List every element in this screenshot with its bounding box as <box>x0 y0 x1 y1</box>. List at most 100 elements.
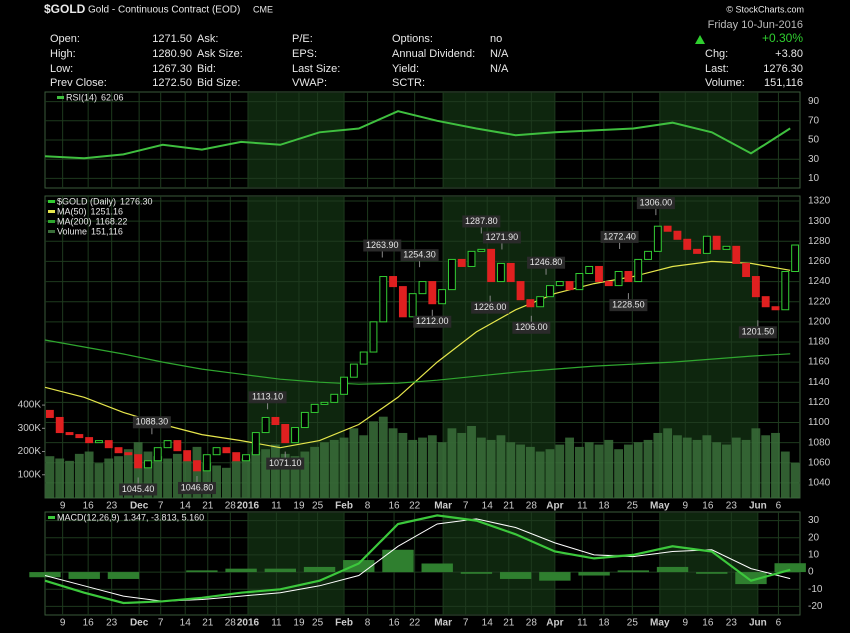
x-tick-label: 25 <box>627 618 639 629</box>
field-label: Open: <box>50 33 80 45</box>
volume-bar <box>722 444 731 498</box>
volume-tick-label: 100K <box>18 469 42 480</box>
legend-value: 1168.22 <box>96 216 128 226</box>
volume-bar <box>329 439 339 498</box>
candle <box>644 250 652 260</box>
histogram-bar <box>343 560 375 573</box>
candle <box>595 265 603 283</box>
volume-bar <box>172 453 182 498</box>
x-tick-label: 7 <box>463 501 469 512</box>
x-tick-label: 21 <box>202 618 214 629</box>
summary-label: Last: <box>705 63 729 75</box>
x-tick-label: 9 <box>60 501 66 512</box>
annotation-box <box>738 326 777 339</box>
x-tick-label: 21 <box>202 501 214 512</box>
candle <box>506 262 515 283</box>
legend-swatch <box>57 96 64 99</box>
volume-bar <box>84 451 94 498</box>
volume-bar <box>261 449 271 498</box>
legend-name: MACD(12,26,9) <box>57 512 120 522</box>
annotation-label: 1254.30 <box>403 250 436 260</box>
histogram-bar <box>499 572 532 579</box>
candle <box>330 393 339 403</box>
x-tick-label: 23 <box>106 618 118 629</box>
annotation-box <box>363 239 402 252</box>
volume-bar <box>663 428 673 498</box>
annotation-label: 1088.30 <box>136 417 169 427</box>
volume-bar <box>280 453 290 498</box>
volume-bar <box>369 421 378 498</box>
volume-bar <box>604 439 614 498</box>
y-tick-label: 1160 <box>808 357 830 368</box>
y-tick-label: 1200 <box>808 316 831 327</box>
candle <box>310 403 319 413</box>
x-tick-label: 16 <box>702 618 714 629</box>
field-label: SCTR: <box>392 77 425 89</box>
volume-bar <box>182 460 192 498</box>
x-tick-label: 14 <box>482 501 494 512</box>
x-tick-label: 19 <box>293 618 305 629</box>
annotation-box <box>177 482 216 495</box>
candle <box>222 447 231 454</box>
volume-bar <box>349 428 359 498</box>
field-value: 1271.50 <box>152 33 192 45</box>
volume-bar <box>74 453 84 498</box>
y-tick-label: 1180 <box>808 337 830 348</box>
candle <box>457 258 466 267</box>
field-label: Ask: <box>197 33 218 45</box>
candle <box>153 447 162 462</box>
x-tick-label: 14 <box>180 618 192 629</box>
x-tick-label: 22 <box>409 618 421 629</box>
field-value: 1267.30 <box>152 63 192 75</box>
date: Friday 10-Jun-2016 <box>708 19 803 31</box>
volume-bar <box>790 462 800 498</box>
legend-swatch <box>48 210 55 213</box>
candle <box>124 452 133 456</box>
candle <box>114 447 123 454</box>
volume-bar <box>555 444 565 498</box>
volume-bar <box>45 456 55 498</box>
candle <box>516 281 525 301</box>
legend-value: 62.06 <box>101 92 124 102</box>
y-tick-label: 90 <box>808 96 820 107</box>
volume-bar <box>143 451 153 498</box>
candle <box>585 265 594 275</box>
annotation-box <box>609 299 648 312</box>
volume-bar <box>408 439 418 498</box>
x-tick-label: 6 <box>776 501 782 512</box>
volume-bar <box>133 442 143 498</box>
x-tick-label: 16 <box>83 501 95 512</box>
annotation-label: 1271.90 <box>486 232 519 242</box>
histogram-bar <box>774 563 806 573</box>
x-tick-label: 19 <box>293 501 305 512</box>
annotation-label: 1113.10 <box>252 392 283 402</box>
candle <box>663 225 672 232</box>
annotation-box <box>527 256 566 269</box>
candle <box>761 296 770 308</box>
annotation-label: 1212.00 <box>416 316 449 326</box>
candle <box>487 248 496 283</box>
candle <box>134 454 143 469</box>
volume-bar <box>594 444 604 498</box>
candle <box>467 250 476 267</box>
candle <box>722 245 731 250</box>
field-value: 1280.90 <box>152 48 192 60</box>
volume-bar <box>202 463 212 498</box>
volume-bar <box>163 458 172 498</box>
annotation-label: 1046.80 <box>181 482 214 492</box>
histogram-bar <box>578 572 610 576</box>
histogram-bar <box>539 572 571 581</box>
x-tick-label: 11 <box>577 501 588 512</box>
volume-bar <box>339 437 349 498</box>
candle <box>75 434 84 439</box>
volume-bar <box>221 467 231 498</box>
candle <box>85 437 94 444</box>
x-tick-label: 14 <box>180 501 192 512</box>
volume-bar <box>741 439 751 498</box>
volume-bar <box>418 437 427 498</box>
candle <box>438 289 447 305</box>
volume-bar <box>476 437 486 498</box>
volume-bar <box>584 442 594 498</box>
x-tick-label: Jun <box>749 618 767 629</box>
volume-bar <box>780 451 790 498</box>
